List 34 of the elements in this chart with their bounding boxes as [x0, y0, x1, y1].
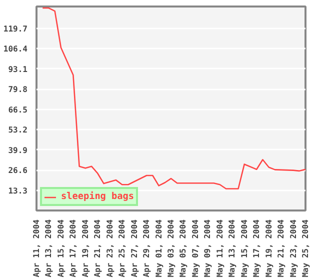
y-tick-label: 79.8	[8, 85, 28, 94]
x-tick-label: Apr 29, 2004	[142, 219, 152, 278]
x-tick-label: Apr 17, 2004	[68, 219, 78, 278]
x-tick-label: May 01, 2004	[154, 219, 164, 278]
x-tick-label: Apr 25, 2004	[118, 219, 127, 278]
x-tick-label: May 13, 2004	[228, 219, 237, 278]
x-tick-label: Apr 13, 2004	[44, 219, 54, 278]
y-tick-label: 66.5	[8, 105, 28, 114]
x-tick-label: Apr 23, 2004	[105, 219, 114, 278]
x-tick-label: May 17, 2004	[252, 219, 262, 278]
x-tick-label: May 15, 2004	[240, 219, 249, 278]
y-tick-label: 53.2	[8, 126, 28, 135]
x-tick-label: May 09, 2004	[203, 219, 212, 278]
y-tick-label: 119.7	[3, 24, 28, 34]
x-tick-label: May 11, 2004	[215, 219, 224, 278]
x-tick-label: Apr 19, 2004	[80, 219, 90, 278]
x-tick-label: May 21, 2004	[276, 219, 286, 278]
x-tick-label: Apr 15, 2004	[56, 219, 66, 278]
x-tick-label: May 25, 2004	[301, 219, 310, 278]
y-tick-label: 13.3	[8, 186, 28, 196]
x-tick-label: May 19, 2004	[264, 219, 274, 278]
x-tick-label: May 07, 2004	[190, 219, 200, 278]
line-series	[42, 7, 306, 190]
y-tick-label: 26.6	[8, 166, 28, 176]
x-tick-label: Apr 11, 2004	[32, 219, 41, 278]
x-tick-label: Apr 21, 2004	[93, 219, 102, 278]
y-tick-label: 106.4	[3, 44, 28, 54]
y-tick-label: 39.9	[8, 146, 28, 155]
legend-label: sleeping bags	[61, 191, 134, 202]
y-tick-label: 93.1	[8, 64, 28, 74]
x-tick-label: May 03, 2004	[166, 219, 176, 278]
x-tick-label: May 23, 2004	[288, 219, 298, 278]
x-tick-label: Apr 27, 2004	[130, 219, 139, 278]
x-tick-label: May 05, 2004	[178, 219, 188, 278]
